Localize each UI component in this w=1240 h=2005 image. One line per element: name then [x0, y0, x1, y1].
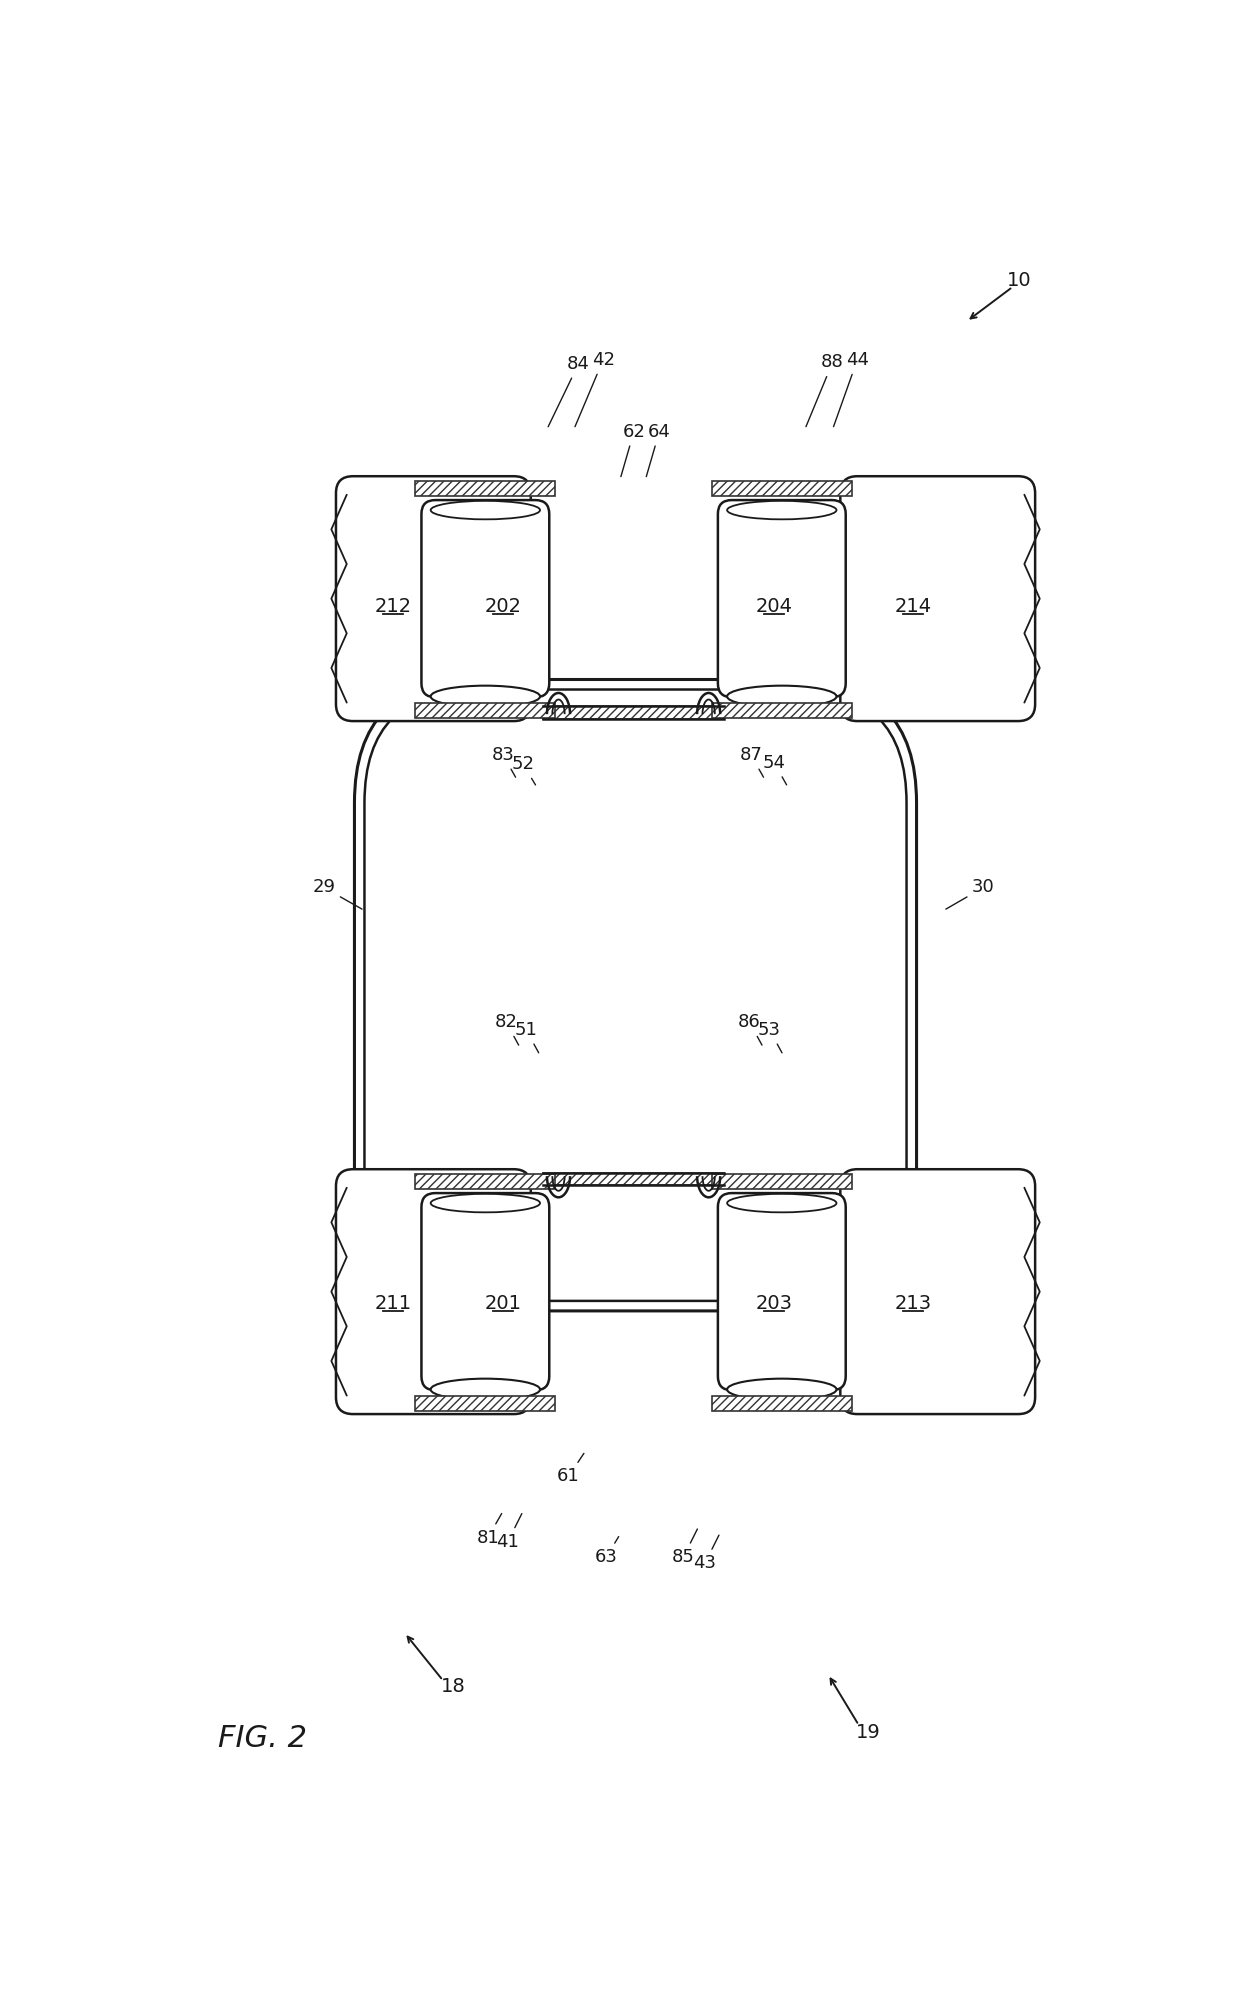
Text: 41: 41 [496, 1514, 522, 1552]
Bar [712, 481, 852, 497]
Text: 53: 53 [758, 1021, 782, 1053]
Ellipse shape [430, 1379, 539, 1399]
Ellipse shape [727, 686, 837, 708]
Bar [712, 1395, 852, 1412]
Text: 63: 63 [595, 1536, 619, 1566]
Bar [415, 1395, 556, 1412]
Text: 82: 82 [495, 1013, 518, 1045]
Text: 43: 43 [693, 1536, 719, 1572]
Text: 87: 87 [739, 746, 764, 778]
Text: 54: 54 [763, 754, 786, 784]
Text: 52: 52 [512, 756, 536, 784]
FancyBboxPatch shape [336, 1169, 531, 1414]
Text: 84: 84 [548, 355, 590, 427]
Text: 51: 51 [515, 1021, 538, 1053]
Ellipse shape [727, 1379, 837, 1399]
Text: 10: 10 [1007, 271, 1032, 291]
Text: 44: 44 [833, 351, 869, 427]
FancyBboxPatch shape [841, 1169, 1035, 1414]
FancyBboxPatch shape [841, 477, 1035, 722]
FancyBboxPatch shape [365, 690, 906, 1301]
Text: 81: 81 [476, 1514, 502, 1548]
Ellipse shape [430, 1193, 539, 1213]
Text: 202: 202 [485, 597, 522, 616]
Text: 86: 86 [738, 1013, 763, 1045]
FancyBboxPatch shape [422, 1193, 549, 1389]
Text: 18: 18 [440, 1676, 465, 1696]
FancyBboxPatch shape [336, 477, 531, 722]
Text: 213: 213 [894, 1293, 931, 1313]
Text: 64: 64 [646, 423, 671, 477]
Bar [712, 702, 852, 718]
Ellipse shape [430, 686, 539, 708]
Text: 88: 88 [806, 353, 844, 427]
Text: 214: 214 [894, 597, 931, 616]
Text: FIG. 2: FIG. 2 [218, 1724, 308, 1752]
Bar [415, 702, 556, 718]
Text: 62: 62 [621, 423, 645, 477]
Text: 204: 204 [755, 597, 792, 616]
Text: 42: 42 [575, 351, 615, 427]
Text: 85: 85 [672, 1530, 697, 1566]
Ellipse shape [430, 501, 539, 519]
Text: 61: 61 [557, 1454, 584, 1486]
Ellipse shape [727, 1193, 837, 1213]
Text: 211: 211 [374, 1293, 412, 1313]
Text: 29: 29 [312, 878, 362, 908]
Text: 19: 19 [856, 1722, 880, 1742]
Text: 201: 201 [485, 1293, 522, 1313]
Bar [415, 481, 556, 497]
FancyBboxPatch shape [355, 680, 916, 1311]
Bar [415, 1173, 556, 1189]
Bar [543, 706, 724, 718]
Ellipse shape [727, 501, 837, 519]
FancyBboxPatch shape [718, 1193, 846, 1389]
Text: 83: 83 [491, 746, 516, 778]
Text: 30: 30 [946, 878, 994, 908]
Text: 212: 212 [374, 597, 412, 616]
FancyBboxPatch shape [422, 499, 549, 698]
Bar [543, 1173, 724, 1185]
FancyBboxPatch shape [718, 499, 846, 698]
Bar [712, 1173, 852, 1189]
Text: 203: 203 [755, 1293, 792, 1313]
